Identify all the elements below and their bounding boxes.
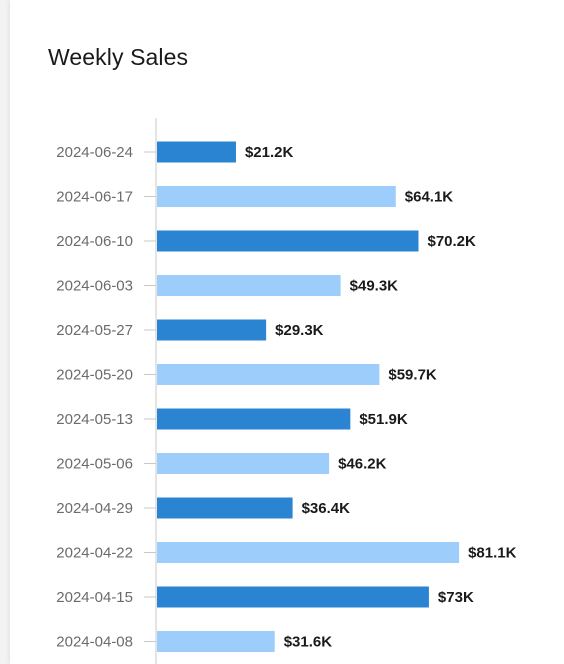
- bar[interactable]: [157, 141, 236, 163]
- y-tick-label: 2024-05-20: [56, 367, 133, 384]
- bar-value-label: $31.6K: [284, 634, 333, 651]
- bar-value-label: $73K: [438, 589, 474, 606]
- y-tick-label: 2024-06-17: [56, 189, 133, 206]
- bar[interactable]: [157, 319, 267, 341]
- bar[interactable]: [157, 453, 330, 474]
- y-tick-label: 2024-04-08: [56, 634, 133, 651]
- bar-value-label: $49.3K: [350, 278, 399, 295]
- bar[interactable]: [157, 408, 351, 430]
- y-tick-label: 2024-04-15: [56, 589, 133, 606]
- bar[interactable]: [157, 631, 275, 652]
- bar[interactable]: [157, 364, 380, 385]
- bar[interactable]: [157, 230, 419, 252]
- bar-value-label: $59.7K: [388, 367, 437, 384]
- bar[interactable]: [157, 586, 429, 608]
- bar-value-label: $46.2K: [338, 456, 387, 473]
- y-tick-label: 2024-04-29: [56, 500, 133, 517]
- y-tick-label: 2024-06-03: [56, 278, 133, 295]
- bar[interactable]: [157, 542, 460, 563]
- y-tick-label: 2024-06-10: [56, 233, 133, 250]
- bar-value-label: $64.1K: [405, 189, 454, 206]
- chart-title: Weekly Sales: [48, 44, 189, 70]
- y-tick-label: 2024-05-13: [56, 411, 133, 428]
- bar-value-label: $36.4K: [302, 500, 351, 517]
- bar-value-label: $81.1K: [468, 545, 517, 562]
- bar[interactable]: [157, 186, 396, 207]
- y-tick-label: 2024-04-22: [56, 545, 133, 562]
- y-tick-label: 2024-05-06: [56, 456, 133, 473]
- bar-value-label: $21.2K: [245, 144, 294, 161]
- bar[interactable]: [157, 275, 341, 296]
- y-tick-label: 2024-06-24: [56, 144, 133, 161]
- y-tick-label: 2024-05-27: [56, 322, 133, 339]
- bar[interactable]: [157, 497, 293, 519]
- bar-value-label: $70.2K: [427, 233, 476, 250]
- bar-value-label: $29.3K: [275, 322, 324, 339]
- bar-value-label: $51.9K: [359, 411, 408, 428]
